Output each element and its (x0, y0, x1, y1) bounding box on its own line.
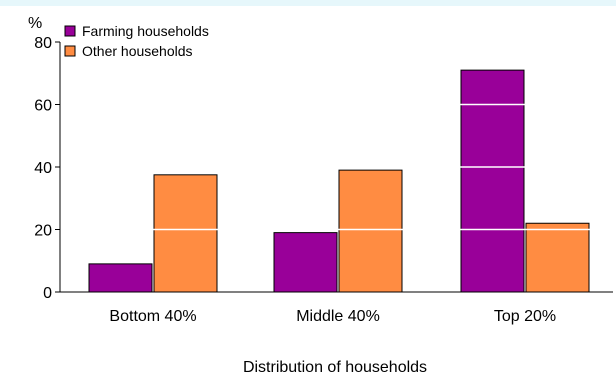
legend-swatch-other (64, 45, 76, 57)
bar-farming-1 (273, 232, 338, 293)
bars-group (88, 69, 590, 293)
bar-farming-0 (88, 263, 153, 293)
legend-label-other: Other households (82, 43, 193, 59)
y-tick-label-80: 80 (34, 35, 52, 52)
legend-label-farming: Farming households (82, 23, 209, 39)
y-tick-label-60: 60 (34, 98, 52, 115)
top-accent-bar (0, 0, 616, 6)
bar-farming-2 (460, 69, 525, 293)
y-tick-label-0: 0 (43, 285, 52, 302)
x-category-label-0: Bottom 40% (109, 308, 196, 325)
gridlines-group (60, 41, 613, 231)
y-tick-label-20: 20 (34, 223, 52, 240)
y-ticks-group: 0 20 40 60 80 (34, 35, 60, 302)
x-category-label-2: Top 20% (494, 308, 556, 325)
y-tick-label-40: 40 (34, 160, 52, 177)
x-category-label-1: Middle 40% (296, 308, 380, 325)
x-axis-title: Distribution of households (243, 359, 427, 376)
y-axis-unit-label: % (28, 15, 42, 32)
bar-other-1 (338, 169, 403, 293)
legend: Farming households Other households (64, 23, 209, 59)
bar-other-0 (153, 174, 218, 293)
bar-other-2 (525, 222, 590, 293)
x-categories-group: Bottom 40% Middle 40% Top 20% (109, 308, 556, 325)
legend-swatch-farming (64, 25, 76, 37)
